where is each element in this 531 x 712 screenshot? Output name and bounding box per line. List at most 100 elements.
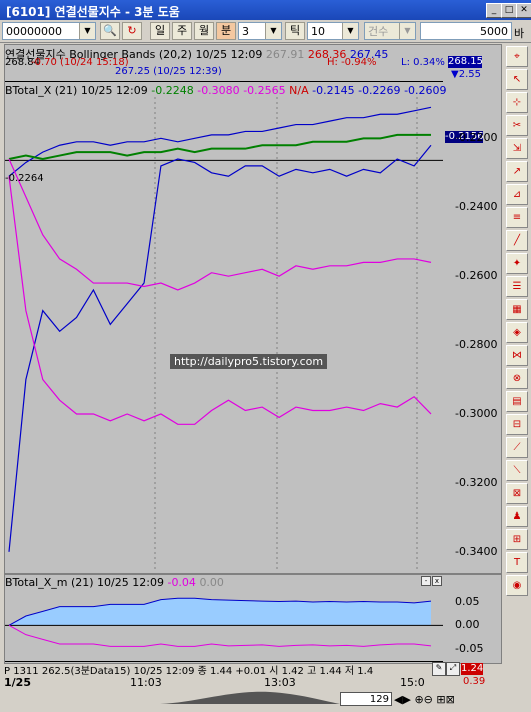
watermark: http://dailypro5.tistory.com bbox=[170, 354, 328, 369]
zoom-in-icon[interactable]: ⊕ bbox=[414, 693, 424, 706]
l-pct-label: L: 0.34% bbox=[401, 57, 445, 68]
chart-area[interactable]: 연결선물지수 Bollinger Bands (20,2) 10/25 12:0… bbox=[4, 44, 502, 664]
period-month-button[interactable]: 월 bbox=[194, 22, 214, 40]
scroll-right-icon[interactable]: ▶ bbox=[402, 693, 411, 706]
lower-v2: 0.00 bbox=[199, 576, 224, 589]
drawing-tool-icon[interactable]: ▦ bbox=[506, 299, 528, 320]
status-line: P 1311 262.5(3분Data15) 10/25 12:09 종 1.4… bbox=[4, 666, 374, 677]
lower-name: BTotal_X_m (21) 10/25 12:09 bbox=[5, 576, 164, 589]
period-minute-button[interactable]: 분 bbox=[216, 22, 236, 40]
scroll-count-input[interactable]: 129 bbox=[340, 692, 392, 706]
close-button[interactable]: ✕ bbox=[516, 3, 531, 18]
drawing-tool-icon[interactable]: ✦ bbox=[506, 253, 528, 274]
y-tick-label: -0.2600 bbox=[455, 269, 498, 283]
panel-splitter[interactable] bbox=[5, 573, 501, 575]
zoom-out-icon[interactable]: ⊖ bbox=[423, 693, 433, 706]
time-tick: 15:0 bbox=[400, 676, 425, 689]
time-tick: 11:03 bbox=[130, 676, 162, 689]
maximize-button[interactable]: □ bbox=[501, 3, 517, 18]
count-input[interactable]: 5000 bbox=[420, 22, 512, 40]
y-tick-label: -0.3200 bbox=[455, 475, 498, 489]
indicator-chart[interactable] bbox=[5, 97, 443, 569]
toolbar: 00000000 ▼ 🔍 ↻ 일 주 월 분 3 ▼ 틱 10 ▼ 건수 ▼ 5… bbox=[0, 20, 531, 43]
price-change-value: 2.55 bbox=[458, 69, 481, 80]
indicator-v7: -0.2609 bbox=[404, 84, 447, 97]
drawing-tool-icon[interactable]: ◈ bbox=[506, 322, 528, 343]
drawing-tool-icon[interactable]: ⟍ bbox=[506, 460, 528, 481]
interval-dropdown-icon[interactable]: ▼ bbox=[265, 23, 281, 39]
search-button[interactable]: 🔍 bbox=[100, 22, 120, 40]
drawing-tool-icon[interactable]: ⌖ bbox=[506, 46, 528, 67]
change-sub: 0.39 bbox=[463, 676, 486, 687]
y-axis: -0.2200 -0.2400 -0.2600 -0.2800 -0.3000 -0.32… bbox=[445, 97, 499, 569]
drawing-tool-icon[interactable]: ⊟ bbox=[506, 414, 528, 435]
indicator-v1: -0.2248 bbox=[151, 84, 194, 97]
indicator-v5: -0.2145 bbox=[312, 84, 355, 97]
interval-select[interactable]: 3 ▼ bbox=[238, 22, 282, 40]
panel-minimize-icon[interactable]: - bbox=[421, 576, 431, 586]
indicator-name: BTotal_X (21) 10/25 12:09 bbox=[5, 84, 148, 97]
bb-value-2: 268.36 bbox=[307, 48, 347, 61]
lower-v1: -0.04 bbox=[167, 576, 196, 589]
tick-dropdown-icon[interactable]: ▼ bbox=[342, 23, 358, 39]
drawing-tool-icon[interactable]: ↗ bbox=[506, 161, 528, 182]
drawing-tool-icon[interactable]: ◉ bbox=[506, 575, 528, 596]
indicator-v3: -0.2565 bbox=[243, 84, 286, 97]
period-day-button[interactable]: 일 bbox=[150, 22, 170, 40]
drawing-tool-icon[interactable]: ╱ bbox=[506, 230, 528, 251]
drawing-tool-icon[interactable]: ⇲ bbox=[506, 138, 528, 159]
code-dropdown-icon[interactable]: ▼ bbox=[79, 23, 95, 39]
tick-select[interactable]: 10 ▼ bbox=[307, 22, 359, 40]
drawing-tool-icon[interactable]: ✂ bbox=[506, 115, 528, 136]
area-fill bbox=[9, 598, 431, 626]
price-header-text: 연결선물지수 Bollinger Bands (20,2) 10/25 12:0… bbox=[5, 48, 263, 61]
count-label: 건수 bbox=[368, 25, 389, 38]
scroll-left-icon[interactable]: ◀ bbox=[394, 693, 403, 706]
lower-chart[interactable] bbox=[5, 588, 443, 658]
drawing-tool-icon[interactable]: ≡ bbox=[506, 207, 528, 228]
price-change-label: ▼2.55 bbox=[451, 69, 481, 80]
drawing-tool-icon[interactable]: ♟ bbox=[506, 506, 528, 527]
drawing-tool-icon[interactable]: ⊠ bbox=[506, 483, 528, 504]
tool-icon[interactable]: ✎ bbox=[432, 662, 446, 676]
zoom-icon[interactable]: ⤢ bbox=[446, 662, 460, 676]
drawing-tool-icon[interactable]: ⟋ bbox=[506, 437, 528, 458]
current-price-badge: 268.15 bbox=[448, 56, 483, 68]
drawing-tool-icon[interactable]: ↖ bbox=[506, 69, 528, 90]
count-dropdown-icon[interactable]: ▼ bbox=[399, 23, 415, 39]
series-upper bbox=[8, 106, 432, 177]
tick-button[interactable]: 틱 bbox=[285, 22, 305, 40]
volume-minimap[interactable] bbox=[160, 686, 340, 704]
sub-price-label: 267.25 (10/25 12:39) bbox=[115, 66, 222, 77]
count-unit: 바 bbox=[514, 27, 525, 40]
fit-icon[interactable]: ⊞ bbox=[436, 693, 446, 706]
change-badge: 1.24 bbox=[461, 663, 484, 675]
count-select[interactable]: 건수 ▼ bbox=[364, 22, 416, 40]
reset-button[interactable]: ↻ bbox=[122, 22, 142, 40]
indicator-v4: N/A bbox=[289, 84, 309, 97]
lower-y-tick: 0.00 bbox=[455, 618, 480, 632]
drawing-tool-icon[interactable]: ▤ bbox=[506, 391, 528, 412]
drawing-tool-icon[interactable]: T bbox=[506, 552, 528, 573]
code-input[interactable]: 00000000 ▼ bbox=[2, 22, 96, 40]
period-week-button[interactable]: 주 bbox=[172, 22, 192, 40]
drawing-tool-icon[interactable]: ⊹ bbox=[506, 92, 528, 113]
drawing-tool-icon[interactable]: ⊞ bbox=[506, 529, 528, 550]
drawing-tool-icon[interactable]: ☰ bbox=[506, 276, 528, 297]
nav-controls: ◀▶ ⊕⊖ ⊞⊠ bbox=[394, 693, 455, 706]
time-tick: 13:03 bbox=[264, 676, 296, 689]
drawing-tool-icon[interactable]: ⊗ bbox=[506, 368, 528, 389]
panel-close-icon[interactable]: x bbox=[432, 576, 442, 586]
reset-view-icon[interactable]: ⊠ bbox=[445, 693, 455, 706]
interval-value: 3 bbox=[242, 25, 249, 38]
series-lower bbox=[8, 624, 432, 647]
high-label: -0.70 (10/24 15:18) bbox=[31, 57, 129, 68]
series-mid bbox=[8, 133, 431, 161]
y-tick-label: -0.3000 bbox=[455, 406, 498, 420]
minimize-button[interactable]: _ bbox=[486, 3, 502, 18]
panel-divider bbox=[5, 81, 443, 82]
lower-header: BTotal_X_m (21) 10/25 12:09 -0.04 0.00 bbox=[5, 576, 224, 589]
drawing-tool-icon[interactable]: ⊿ bbox=[506, 184, 528, 205]
price-panel-header: 연결선물지수 Bollinger Bands (20,2) 10/25 12:0… bbox=[5, 46, 388, 62]
drawing-tool-icon[interactable]: ⋈ bbox=[506, 345, 528, 366]
